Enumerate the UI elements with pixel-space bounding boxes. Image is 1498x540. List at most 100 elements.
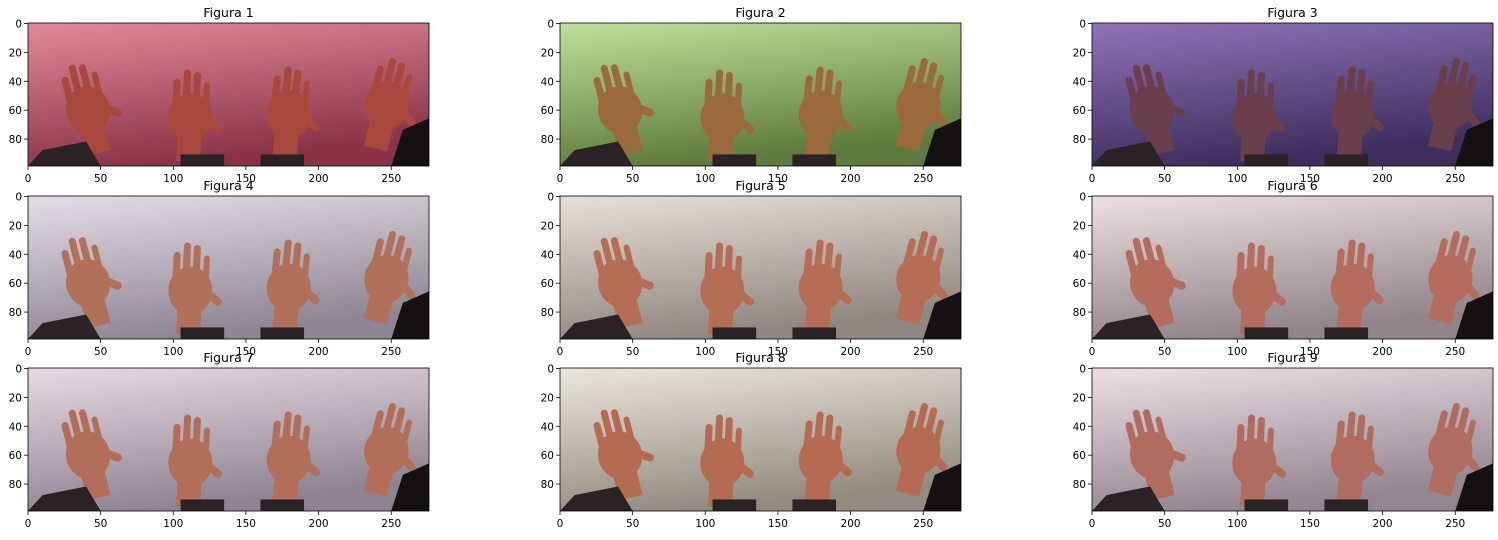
y-tick-label: 80: [9, 479, 22, 491]
y-tick-label: 60: [541, 105, 554, 117]
x-tick-label: 200: [309, 518, 329, 530]
x-tick-label: 150: [1300, 518, 1320, 530]
y-tick-label: 60: [9, 278, 22, 290]
x-tick-label: 100: [163, 173, 183, 185]
y-tick-label: 60: [9, 105, 22, 117]
x-tick-label: 100: [695, 173, 715, 185]
hand-2: [700, 69, 754, 163]
panel-frame: [27, 22, 430, 167]
hand-1: [1125, 64, 1186, 156]
panel-title: Figura 5: [735, 178, 785, 193]
y-tick-label: 80: [541, 134, 554, 146]
x-tick-label: 0: [1089, 173, 1096, 185]
x-tick-label: 100: [163, 346, 183, 358]
hand-3: [1330, 239, 1384, 333]
x-tick-label: 50: [1158, 173, 1171, 185]
panel-title: Figura 9: [1267, 350, 1317, 365]
y-tick-label: 20: [9, 47, 22, 59]
panel-title: Figura 4: [203, 178, 253, 193]
x-tick-label: 50: [94, 518, 107, 530]
x-tick-label: 50: [626, 518, 639, 530]
y-tick-label: 20: [1073, 392, 1086, 404]
x-tick-label: 250: [913, 173, 933, 185]
y-tick-label: 80: [541, 479, 554, 491]
hand-2: [700, 414, 754, 508]
y-tick-label: 20: [1073, 47, 1086, 59]
y-tick-label: 60: [1073, 105, 1086, 117]
x-tick-label: 0: [557, 518, 564, 530]
hand-2: [1232, 242, 1286, 336]
y-tick-label: 0: [1079, 192, 1086, 204]
panel-6: Figura 6 0 50 100 150 200 250 0 20 40 60 80: [1073, 178, 1494, 358]
x-tick-label: 0: [25, 518, 32, 530]
panel-image: [560, 196, 961, 339]
x-tick-label: 200: [841, 346, 861, 358]
y-tick-label: 60: [541, 450, 554, 462]
panel-image: [560, 368, 961, 511]
panel-frame: [27, 195, 430, 340]
y-tick-label: 80: [1073, 134, 1086, 146]
panel-title: Figura 3: [1267, 5, 1317, 20]
x-tick-label: 200: [1373, 173, 1393, 185]
panel-5: Figura 5 0 50 100 150 200 250 0 20 40 60 80: [541, 178, 962, 358]
x-tick-label: 0: [25, 346, 32, 358]
hand-3: [266, 239, 320, 333]
x-tick-label: 200: [309, 173, 329, 185]
hand-2: [168, 69, 222, 163]
y-tick-label: 0: [15, 19, 22, 31]
hand-4: [363, 403, 416, 497]
panel-4: Figura 4 0 50 100 150 200 250 0 20 40 60 80: [9, 178, 430, 358]
y-tick-label: 0: [15, 364, 22, 376]
hand-2: [700, 242, 754, 336]
y-tick-label: 60: [1073, 278, 1086, 290]
panel-frame: [559, 367, 962, 512]
hand-3: [798, 66, 852, 160]
x-tick-label: 150: [236, 173, 256, 185]
x-tick-label: 0: [1089, 346, 1096, 358]
x-tick-label: 200: [309, 346, 329, 358]
x-tick-label: 50: [1158, 346, 1171, 358]
hand-4: [1427, 58, 1480, 152]
panel-frame: [1091, 22, 1494, 167]
hand-4: [895, 58, 948, 152]
panel-1: Figura 1 0 50 100 150 200 250 0 20 40 60 80: [9, 5, 430, 185]
hand-1: [61, 237, 122, 329]
y-tick-label: 20: [541, 220, 554, 232]
panel-frame: [1091, 195, 1494, 340]
y-tick-label: 0: [547, 364, 554, 376]
x-tick-label: 150: [236, 346, 256, 358]
x-tick-label: 250: [913, 518, 933, 530]
panel-9: Figura 9 0 50 100 150 200 250 0 20 40 60 80: [1073, 350, 1494, 530]
y-tick-label: 40: [1073, 249, 1086, 261]
hand-4: [1427, 403, 1480, 497]
x-tick-label: 150: [236, 518, 256, 530]
x-tick-label: 200: [1373, 346, 1393, 358]
y-tick-label: 40: [541, 421, 554, 433]
x-tick-label: 250: [1445, 173, 1465, 185]
x-tick-label: 250: [1445, 518, 1465, 530]
y-tick-label: 40: [9, 76, 22, 88]
panel-image: [560, 23, 961, 166]
x-tick-label: 0: [25, 173, 32, 185]
panel-title: Figura 7: [203, 350, 253, 365]
x-tick-label: 150: [1300, 173, 1320, 185]
x-tick-label: 100: [1227, 518, 1247, 530]
y-tick-label: 80: [1073, 307, 1086, 319]
hand-1: [593, 237, 654, 329]
x-tick-label: 250: [381, 346, 401, 358]
y-tick-label: 80: [9, 307, 22, 319]
y-tick-label: 0: [1079, 19, 1086, 31]
panel-3: Figura 3 0 50 100 150 200 250 0 20 40 60 80: [1073, 5, 1494, 185]
y-tick-label: 80: [9, 134, 22, 146]
hand-4: [363, 231, 416, 325]
y-tick-label: 40: [541, 76, 554, 88]
x-tick-label: 200: [841, 173, 861, 185]
hand-2: [168, 414, 222, 508]
hand-4: [1427, 231, 1480, 325]
hand-1: [593, 409, 654, 501]
panel-image: [28, 368, 429, 511]
y-tick-label: 60: [541, 278, 554, 290]
hand-2: [1232, 69, 1286, 163]
panel-image: [1092, 23, 1493, 166]
